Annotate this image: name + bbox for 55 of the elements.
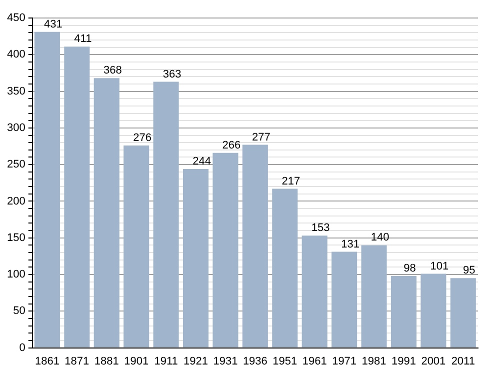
data-label: 101 <box>430 260 449 272</box>
data-label: 244 <box>192 156 211 168</box>
x-tick-label: 1911 <box>154 355 178 368</box>
bar <box>64 46 90 348</box>
bar <box>302 236 328 348</box>
y-tick-label: 450 <box>6 12 26 24</box>
data-label: 217 <box>282 175 300 188</box>
bar <box>34 32 60 348</box>
bar <box>94 78 120 348</box>
bar <box>390 276 416 348</box>
x-tick-label: 1861 <box>34 355 60 368</box>
x-tick-label: 1871 <box>64 355 90 368</box>
bar <box>361 245 387 348</box>
y-tick-label: 300 <box>6 122 26 134</box>
x-tick-label: 1921 <box>184 355 208 368</box>
data-label: 431 <box>44 18 62 30</box>
x-tick-label: 1961 <box>302 355 327 368</box>
x-tick-label: 1881 <box>94 355 119 368</box>
y-tick-label: 0 <box>19 342 26 354</box>
x-tick-label: 2001 <box>421 355 446 368</box>
x-tick-label: 1931 <box>213 355 238 368</box>
data-label: 368 <box>103 64 122 77</box>
data-label: 140 <box>370 232 390 244</box>
data-label: 363 <box>162 68 182 80</box>
data-label: 98 <box>404 262 416 275</box>
bar <box>272 188 298 348</box>
x-tick-label: 2011 <box>451 355 475 368</box>
bar <box>450 278 476 348</box>
y-tick-label: 50 <box>13 305 26 318</box>
x-tick-label: 1981 <box>362 355 386 368</box>
x-tick-label: 1971 <box>332 355 357 368</box>
x-tick-label: 1936 <box>242 355 268 368</box>
bar <box>124 146 150 348</box>
data-label: 95 <box>463 264 476 277</box>
bar <box>182 168 209 348</box>
y-tick-label: 200 <box>6 195 26 208</box>
x-tick-label: 1901 <box>124 355 149 368</box>
data-label: 411 <box>74 33 92 46</box>
bar <box>242 144 268 348</box>
bar <box>332 252 358 348</box>
data-label: 131 <box>341 238 360 250</box>
bar <box>153 82 179 348</box>
data-label: 153 <box>311 222 330 234</box>
data-label: 277 <box>252 131 270 144</box>
y-tick-label: 150 <box>6 232 26 244</box>
bar <box>212 152 238 348</box>
data-label: 276 <box>133 132 152 144</box>
x-tick-label: 1991 <box>391 355 416 368</box>
bar <box>420 274 446 348</box>
y-tick-label: 250 <box>6 158 26 171</box>
y-tick-label: 350 <box>6 85 26 98</box>
data-label: 266 <box>222 139 241 152</box>
y-tick-label: 100 <box>6 268 26 281</box>
x-tick-label: 1951 <box>272 355 298 368</box>
y-tick-label: 400 <box>6 48 26 61</box>
